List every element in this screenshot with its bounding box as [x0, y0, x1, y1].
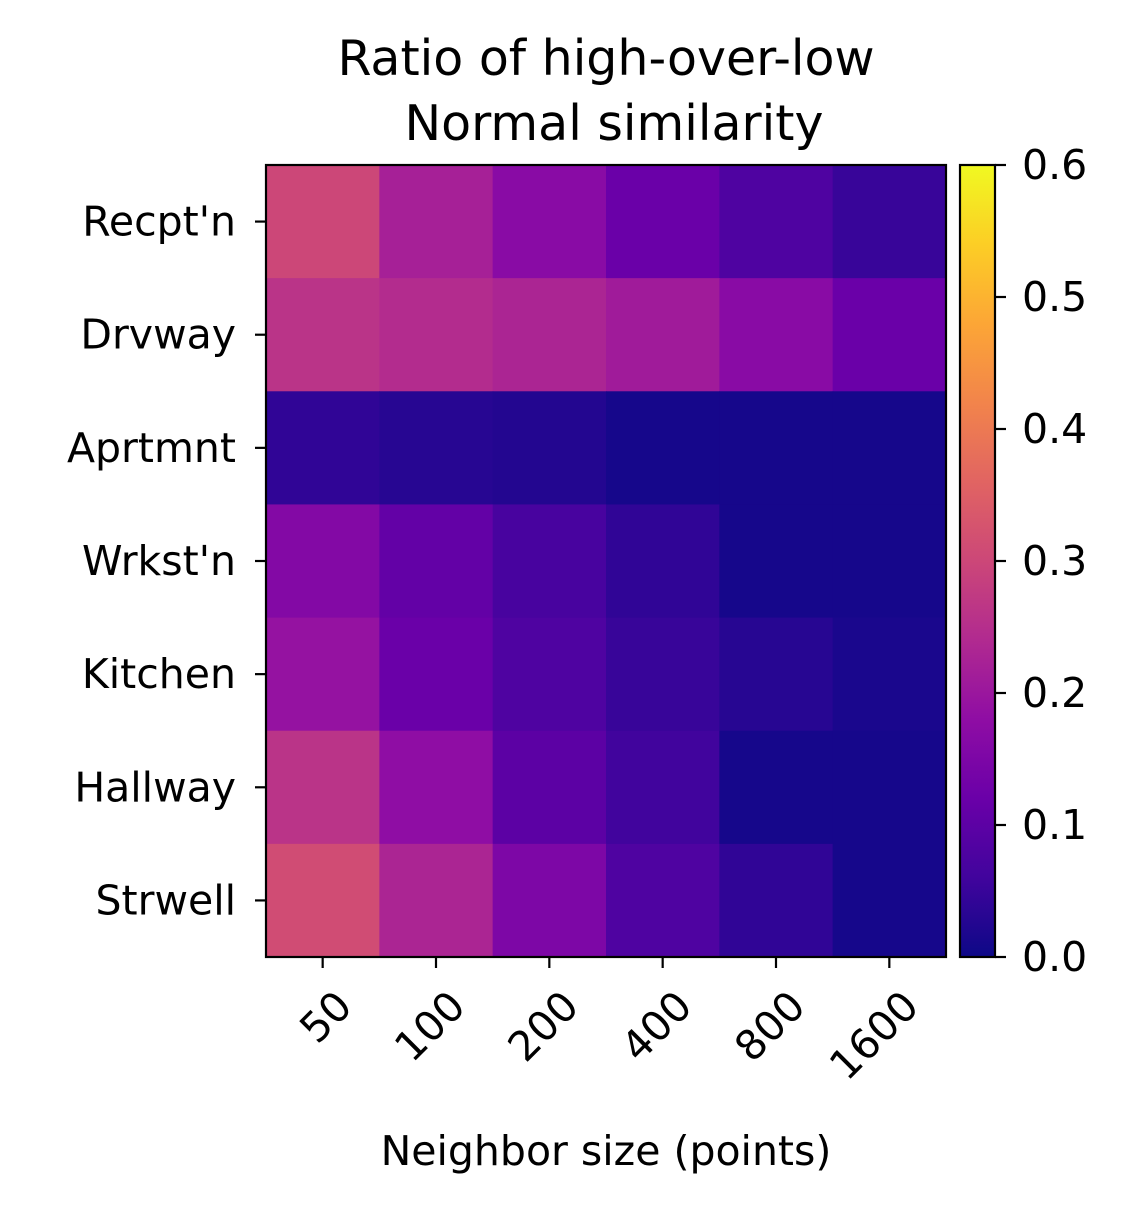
heatmap-cell [492, 843, 607, 958]
x-tick-label: 1600 [820, 982, 928, 1090]
chart-title-line-1: Ratio of high-over-low [337, 30, 874, 87]
heatmap-cell [606, 278, 720, 392]
x-tick-label: 100 [385, 982, 474, 1071]
heatmap-cell [719, 843, 834, 958]
colorbar-tick-label: 0.1 [1022, 801, 1087, 849]
y-axis: Recpt'n Drvway Aprtmnt Wrkst'n Kitchen Hallwa… [67, 198, 266, 924]
heatmap-cell [719, 278, 834, 392]
heatmap-cell [606, 391, 720, 506]
heatmap-cell [492, 278, 607, 392]
heatmap-cell [492, 730, 607, 845]
x-axis-label: Neighbor size (points) [381, 1127, 832, 1175]
heatmap-cells [266, 165, 947, 958]
heatmap-cell [832, 165, 947, 279]
x-tick-label: 200 [499, 982, 588, 1071]
colorbar-tick-label: 0.6 [1022, 141, 1087, 189]
colorbar-tick-label: 0.2 [1022, 669, 1087, 717]
x-tick-label: 50 [290, 982, 361, 1053]
y-tick-label: Aprtmnt [67, 424, 236, 472]
heatmap-cell [266, 730, 380, 845]
heatmap-cell [379, 504, 494, 619]
x-axis: 50 100 200 400 800 1600 [290, 957, 928, 1090]
colorbar-tick-label: 0.5 [1022, 273, 1087, 321]
heatmap-cell [266, 278, 380, 392]
heatmap-cell [606, 504, 720, 619]
heatmap-cell [832, 617, 947, 732]
heatmap-cell [719, 617, 834, 732]
heatmap-cell [492, 504, 607, 619]
chart-title-line-2: Normal similarity [405, 95, 824, 152]
y-tick-label: Strwell [96, 876, 237, 924]
heatmap-cell [266, 504, 380, 619]
colorbar [958, 163, 997, 959]
colorbar-axis: 0.0 0.1 0.2 0.3 0.4 0.5 0.6 [995, 141, 1087, 981]
heatmap-cell [379, 278, 494, 392]
heatmap-cell [832, 504, 947, 619]
heatmap-cell [492, 617, 607, 732]
heatmap-cell [606, 165, 720, 279]
heatmap-cell [379, 165, 494, 279]
heatmap-cell [492, 391, 607, 506]
heatmap-cell [832, 730, 947, 845]
heatmap-cell [832, 278, 947, 392]
colorbar-tick-label: 0.3 [1022, 537, 1087, 585]
heatmap-cell [379, 843, 494, 958]
heatmap-cell [379, 730, 494, 845]
heatmap-cell [266, 843, 380, 958]
heatmap-cell [492, 165, 607, 279]
colorbar-tick-label: 0.4 [1022, 405, 1087, 453]
y-tick-label: Recpt'n [82, 198, 236, 246]
heatmap-cell [719, 165, 834, 279]
y-tick-label: Kitchen [82, 650, 236, 698]
heatmap-cell [719, 504, 834, 619]
heatmap-cell [832, 843, 947, 958]
heatmap-cell [266, 165, 380, 279]
x-tick-label: 800 [725, 982, 814, 1071]
colorbar-tick-label: 0.0 [1022, 933, 1087, 981]
heatmap-cell [719, 391, 834, 506]
heatmap-cell [606, 730, 720, 845]
heatmap-cell [266, 391, 380, 506]
y-tick-label: Drvway [80, 311, 236, 359]
heatmap-cell [606, 843, 720, 958]
heatmap-cell [606, 617, 720, 732]
y-tick-label: Hallway [74, 763, 236, 811]
x-tick-label: 400 [612, 982, 701, 1071]
heatmap-cell [266, 617, 380, 732]
heatmap-cell [379, 391, 494, 506]
y-tick-label: Wrkst'n [82, 537, 236, 585]
heatmap-cell [832, 391, 947, 506]
heatmap-cell [719, 730, 834, 845]
heatmap-cell [379, 617, 494, 732]
